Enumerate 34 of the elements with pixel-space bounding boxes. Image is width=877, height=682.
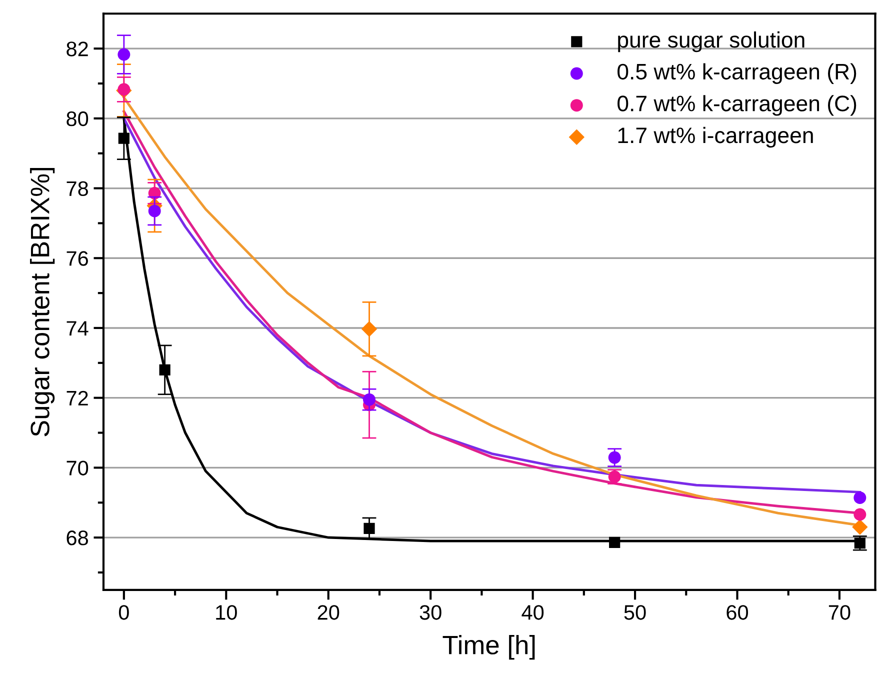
legend-label: 1.7 wt% i-carrageen: [618, 126, 813, 148]
point: [118, 132, 130, 144]
point: [608, 451, 621, 464]
x-tick-label: 0: [118, 605, 129, 620]
point: [852, 519, 868, 535]
x-tick-label: 70: [828, 605, 850, 620]
legend-label: 0.7 wt% k-carrageen (C): [618, 95, 856, 116]
y-tick-label: 70: [66, 460, 88, 476]
y-tick-label: 72: [66, 390, 88, 406]
point: [364, 522, 375, 534]
y-tick-label: 78: [66, 181, 88, 196]
point: [854, 491, 866, 504]
legend-label: 0.5 wt% k-carrageen (R): [618, 63, 856, 84]
point: [148, 204, 161, 218]
point: [118, 48, 130, 61]
y-axis-title: Sugar content [BRIX%]: [30, 168, 55, 436]
point: [361, 321, 378, 337]
point: [159, 364, 170, 376]
x-tick-label: 10: [216, 605, 237, 620]
y-tick-label: 80: [66, 111, 88, 126]
y-tick-label: 76: [66, 251, 88, 266]
y-tick-label: 74: [66, 321, 88, 336]
point: [363, 393, 376, 406]
x-tick-label: 30: [420, 605, 442, 620]
point: [854, 508, 866, 521]
point: [609, 536, 620, 548]
y-tick-label: 82: [66, 42, 88, 56]
y-tick-label: 68: [66, 530, 88, 546]
x-tick-label: 40: [522, 605, 544, 620]
x-tick-label: 50: [624, 605, 646, 620]
x-tick-label: 20: [318, 605, 340, 620]
x-tick-label: 60: [726, 605, 748, 620]
x-axis-title: Time [h]: [442, 635, 535, 660]
legend-label: pure sugar solution: [618, 31, 804, 52]
